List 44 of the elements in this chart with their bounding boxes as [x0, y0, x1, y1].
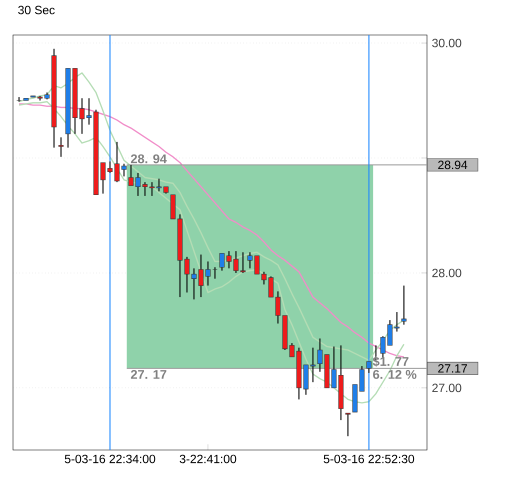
x-tick-label: 5-03-16 22:34:00	[64, 454, 156, 464]
y-tick-label: 30.00	[432, 38, 462, 48]
y-tick-label: 27.00	[432, 384, 462, 392]
annotation: 6. 12 %	[373, 370, 416, 379]
candlestick	[331, 346, 337, 388]
candlestick	[212, 266, 218, 280]
candlestick	[107, 160, 113, 174]
candlestick	[289, 342, 295, 358]
candlestick	[226, 250, 232, 269]
candlestick	[275, 290, 281, 324]
candlestick	[233, 250, 239, 274]
candlestick	[268, 276, 274, 298]
x-tick-label: 5-03-16 22:52:30	[324, 454, 414, 464]
candlestick	[184, 256, 190, 294]
candlestick	[219, 252, 225, 272]
candlestick	[114, 141, 120, 183]
candlestick	[191, 268, 197, 300]
candlestick	[79, 98, 85, 134]
chart-title: 30 Sec	[18, 6, 55, 14]
candlestick	[387, 320, 392, 346]
candlestick	[310, 347, 316, 383]
candlestick	[135, 172, 141, 196]
candlestick	[205, 260, 211, 286]
candlestick	[128, 164, 134, 186]
candlestick	[142, 182, 148, 196]
x-tick-label: 3-22:41:00	[180, 454, 236, 464]
candlestick	[366, 360, 372, 374]
candlestick	[401, 285, 406, 326]
ref-line-label: 28.94	[438, 160, 468, 170]
annotation: 27. 17	[130, 370, 166, 379]
candlestick	[261, 271, 267, 285]
candlestick	[247, 252, 253, 269]
candlestick	[394, 312, 400, 332]
candlestick	[317, 338, 323, 372]
ref-line-label: 27.17	[438, 364, 467, 373]
y-tick-label: 28.00	[432, 268, 462, 278]
candlestick	[121, 163, 127, 177]
candlestick	[86, 98, 92, 126]
candlestick	[198, 254, 204, 298]
candlestick	[58, 136, 64, 158]
candlestick	[254, 255, 260, 275]
annotation: 28. 94	[130, 154, 167, 164]
candlestick	[100, 162, 106, 194]
candlestick	[359, 366, 364, 392]
